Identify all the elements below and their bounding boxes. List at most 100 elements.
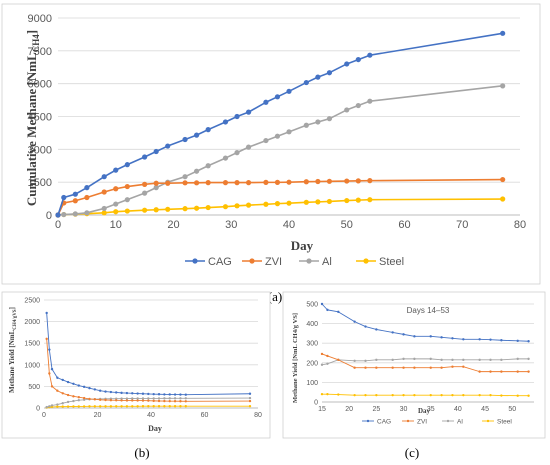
chart-c-point-cag [478,338,481,341]
chart-b-point-cag [125,391,129,395]
chart-a-point-al [194,168,200,174]
chart-c-point-cag [326,308,329,312]
chart-c-point-steel [500,394,503,397]
chart-a-point-al [124,197,130,203]
legend-marker-steel [486,419,490,423]
chart-b-point-al [173,397,177,400]
chart-b-point-zvi [104,398,107,402]
chart-a-point-al [234,150,240,156]
chart-c-point-zvi [413,366,416,369]
chart-a-point-zvi [165,180,171,186]
chart-c-point-al [326,362,329,365]
chart-b-point-zvi [45,337,48,341]
chart-c-point-zvi [326,354,329,358]
chart-a-x-tick-label: 80 [514,219,526,231]
chart-b-point-al [136,397,139,400]
chart-a-point-zvi [315,178,321,185]
chart-a-point-cag [124,162,130,168]
chart-b-gridlines [44,299,258,409]
chart-b-point-zvi [82,396,86,400]
chart-c-point-al [364,359,367,363]
chart-a-point-cag [194,132,200,138]
chart-a-point-cag [84,185,90,191]
chart-b-y-axis-title: Methane Yield [NmLCH4/gVS] [8,307,18,393]
chart-a-point-zvi [245,180,252,186]
legend-marker-steel [363,258,369,264]
chart-c-point-steel [391,393,394,397]
chart-b-point-steel [66,405,70,408]
chart-c-point-zvi [462,365,465,368]
chart-b-point-zvi [168,399,171,403]
chart-a-point-cag [274,94,281,100]
chart-a-point-al [222,155,229,161]
chart-c-y-tick-label: 100 [306,380,318,387]
chart-a-point-zvi [367,178,373,184]
legend-marker-al [446,419,450,423]
chart-a-point-zvi [344,178,350,184]
chart-c-point-steel [478,393,481,397]
chart-b-point-cag [109,390,113,394]
chart-a-point-zvi [182,180,188,186]
chart-a-y-tick-label: 1500 [28,177,52,189]
chart-c-point-zvi [364,366,367,369]
chart-a-point-al [263,137,269,144]
chart-c-point-al [375,358,378,362]
chart-a-point-zvi [142,181,148,187]
chart-b-point-steel [115,405,118,408]
chart-a-point-steel [153,207,159,213]
chart-b-point-steel [61,405,64,408]
chart-c-point-al [527,357,530,361]
chart-a-point-cag [72,191,78,197]
legend-marker-zvi [406,419,410,423]
chart-a-series [55,30,506,218]
chart-b-point-steel [179,405,182,408]
chart-c-point-al [489,358,492,362]
chart-b-point-al [50,404,54,407]
chart-a-point-steel [222,204,229,210]
chart-c-point-al [429,357,432,361]
chart-a-point-cag [367,52,373,58]
chart-c-point-steel [489,393,492,397]
chart-a-point-al [142,190,148,196]
chart-a-point-al [355,102,361,109]
chart-b-point-zvi [88,397,91,401]
chart-a-point-steel [344,197,350,204]
chart-c-point-cag [462,338,465,341]
chart-a-point-zvi [326,178,333,184]
chart-a-point-zvi [72,198,78,204]
chart-c-series-line-cag [321,303,529,342]
chart-b-point-zvi [98,398,102,401]
chart-a-point-al [182,174,188,180]
chart-c-point-steel [413,393,416,397]
chart-c-x-tick-label: 20 [345,406,353,413]
chart-a-point-al [274,133,281,139]
chart-b-x-tick-label: 80 [254,412,262,419]
chart-b-point-zvi [125,399,129,402]
chart-a-y-tick-label: 7500 [28,46,52,58]
chart-b-point-zvi [72,395,75,398]
chart-a-point-al [61,211,67,218]
chart-a-point-cag [355,56,361,63]
chart-c-x-tick-label: 25 [372,406,380,413]
chart-c-point-cag [429,335,432,338]
chart-c-point-cag [375,328,378,331]
chart-b-point-al [248,396,252,400]
chart-c-series [320,302,530,397]
chart-c-point-al [440,358,443,362]
chart-c-x-tick-label: 15 [318,406,326,413]
panel-label-a: (a) [268,289,282,304]
chart-b-point-al [125,397,129,400]
chart-c-x-tick-label: 50 [508,406,516,413]
chart-b-point-al [48,405,51,408]
chart-a-point-al [84,210,90,216]
chart-b-point-cag [77,384,80,387]
chart-b-x-axis-title: Day [148,424,162,433]
chart-b-point-cag [173,393,177,396]
chart-a-point-al [245,144,252,150]
chart-b-point-steel [104,405,107,408]
chart-c-point-steel [364,393,367,397]
chart-a-point-cag [344,61,350,67]
chart-a-point-zvi [153,180,159,186]
chart-b-point-cag [56,376,59,379]
chart-b-point-steel [184,405,187,408]
